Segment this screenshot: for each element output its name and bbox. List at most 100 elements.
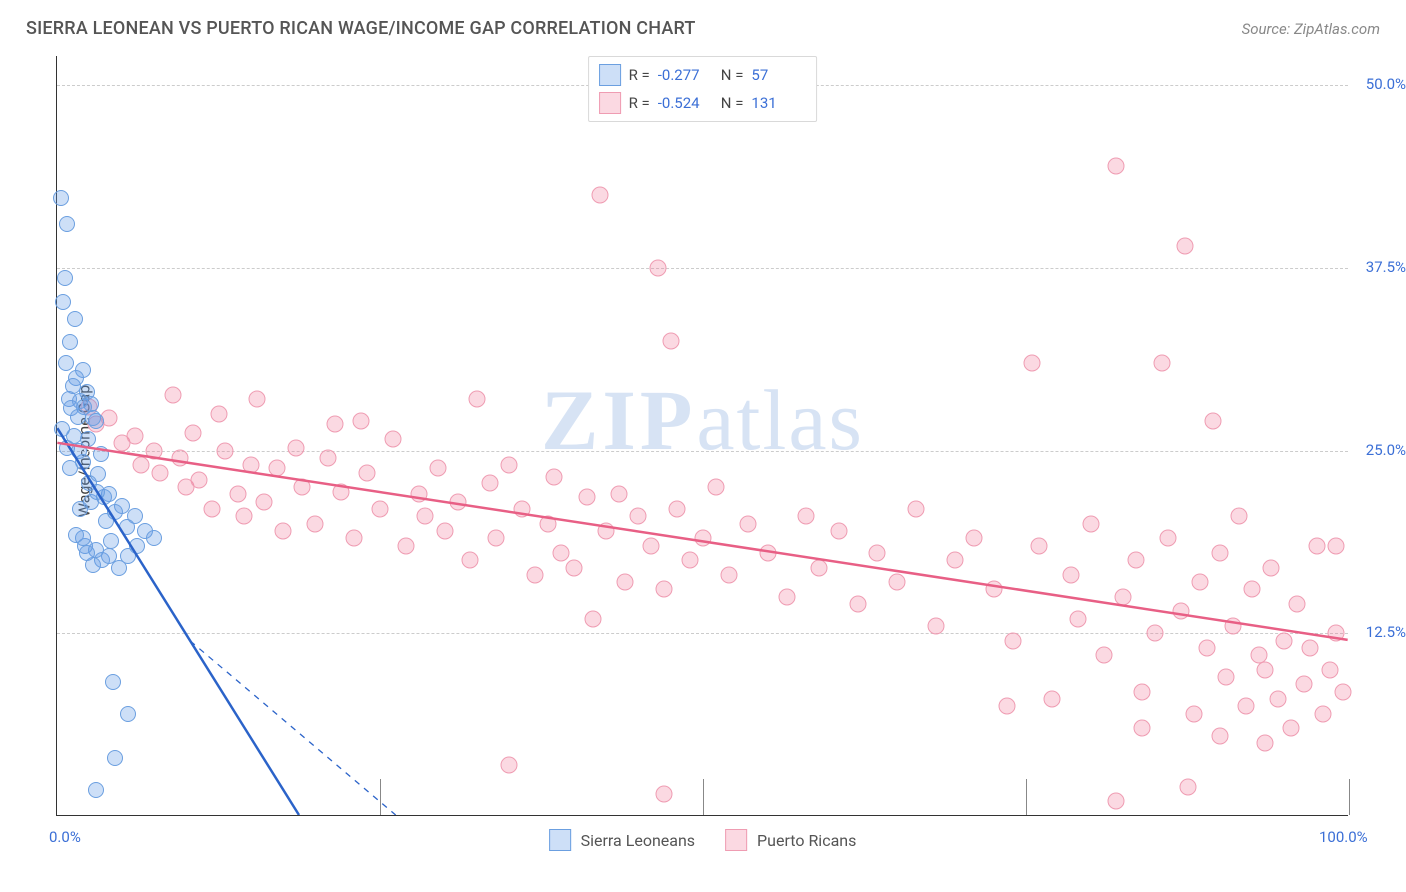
scatter-point — [67, 311, 83, 327]
scatter-point — [546, 468, 563, 485]
scatter-point — [1315, 705, 1332, 722]
source-attribution: Source: ZipAtlas.com — [1242, 20, 1380, 38]
scatter-point — [101, 548, 117, 564]
scatter-point — [57, 270, 73, 286]
scatter-point — [927, 618, 944, 635]
scatter-point — [85, 410, 101, 426]
scatter-point — [1127, 552, 1144, 569]
scatter-point — [184, 425, 201, 442]
scatter-point — [249, 391, 266, 408]
scatter-point — [88, 782, 104, 798]
r-value-1: -0.524 — [658, 94, 713, 112]
scatter-point — [359, 464, 376, 481]
r-label: R = — [629, 66, 650, 84]
scatter-point — [53, 190, 69, 206]
scatter-point — [662, 333, 679, 350]
scatter-point — [59, 216, 75, 232]
y-tick-label: 37.5% — [1366, 258, 1406, 276]
scatter-point — [1211, 727, 1228, 744]
scatter-point — [720, 566, 737, 583]
scatter-point — [72, 501, 88, 517]
r-value-0: -0.277 — [658, 66, 713, 84]
scatter-point — [307, 515, 324, 532]
scatter-point — [62, 460, 78, 476]
scatter-point — [268, 460, 285, 477]
scatter-point — [630, 508, 647, 525]
scatter-point — [1295, 676, 1312, 693]
scatter-point — [165, 387, 182, 404]
n-label: N = — [721, 66, 744, 84]
x-tick-label: 100.0% — [1319, 828, 1368, 846]
scatter-point — [488, 530, 505, 547]
scatter-point — [333, 483, 350, 500]
scatter-point — [1153, 354, 1170, 371]
scatter-point — [682, 552, 699, 569]
scatter-point — [888, 574, 905, 591]
scatter-point — [908, 501, 925, 518]
scatter-point — [798, 508, 815, 525]
scatter-point — [707, 479, 724, 496]
scatter-point — [1328, 537, 1345, 554]
scatter-point — [229, 486, 246, 503]
scatter-point — [850, 596, 867, 613]
scatter-point — [481, 474, 498, 491]
scatter-point — [62, 334, 78, 350]
scatter-point — [966, 530, 983, 547]
scatter-point — [1224, 618, 1241, 635]
scatter-point — [346, 530, 363, 547]
scatter-point — [740, 515, 757, 532]
scatter-point — [585, 610, 602, 627]
scatter-point — [171, 449, 188, 466]
scatter-point — [1289, 596, 1306, 613]
x-tick-mark — [703, 779, 704, 815]
scatter-point — [89, 484, 105, 500]
scatter-point — [146, 530, 162, 546]
scatter-point — [1237, 698, 1254, 715]
scatter-point — [320, 449, 337, 466]
scatter-point — [236, 508, 253, 525]
scatter-point — [216, 442, 233, 459]
scatter-point — [152, 464, 169, 481]
scatter-point — [1024, 354, 1041, 371]
scatter-point — [1185, 705, 1202, 722]
r-label: R = — [629, 94, 650, 112]
x-tick-mark — [380, 779, 381, 815]
y-tick-label: 50.0% — [1366, 75, 1406, 93]
n-value-0: 57 — [751, 66, 806, 84]
scatter-point — [649, 259, 666, 276]
scatter-point — [107, 750, 123, 766]
scatter-point — [105, 674, 121, 690]
scatter-point — [946, 552, 963, 569]
scatter-point — [830, 523, 847, 540]
scatter-point — [643, 537, 660, 554]
scatter-point — [591, 186, 608, 203]
scatter-point — [145, 442, 162, 459]
scatter-point — [1192, 574, 1209, 591]
legend-swatch-1 — [725, 829, 747, 851]
scatter-point — [617, 574, 634, 591]
scatter-point — [397, 537, 414, 554]
scatter-point — [126, 428, 143, 445]
chart-title: SIERRA LEONEAN VS PUERTO RICAN WAGE/INCO… — [26, 18, 696, 39]
legend: Sierra Leoneans Puerto Ricans — [549, 829, 857, 851]
scatter-point — [55, 294, 71, 310]
scatter-point — [656, 786, 673, 803]
scatter-point — [985, 581, 1002, 598]
scatter-point — [430, 460, 447, 477]
scatter-point — [501, 756, 518, 773]
scatter-point — [1334, 683, 1351, 700]
x-tick-mark — [1026, 779, 1027, 815]
scatter-point — [998, 698, 1015, 715]
scatter-point — [695, 530, 712, 547]
scatter-point — [611, 486, 628, 503]
scatter-point — [1321, 661, 1338, 678]
scatter-point — [1244, 581, 1261, 598]
scatter-point — [1282, 720, 1299, 737]
scatter-point — [1095, 647, 1112, 664]
scatter-point — [1263, 559, 1280, 576]
scatter-point — [1114, 588, 1131, 605]
gridline — [57, 451, 1348, 452]
scatter-point — [326, 416, 343, 433]
scatter-point — [384, 430, 401, 447]
scatter-point — [1108, 157, 1125, 174]
